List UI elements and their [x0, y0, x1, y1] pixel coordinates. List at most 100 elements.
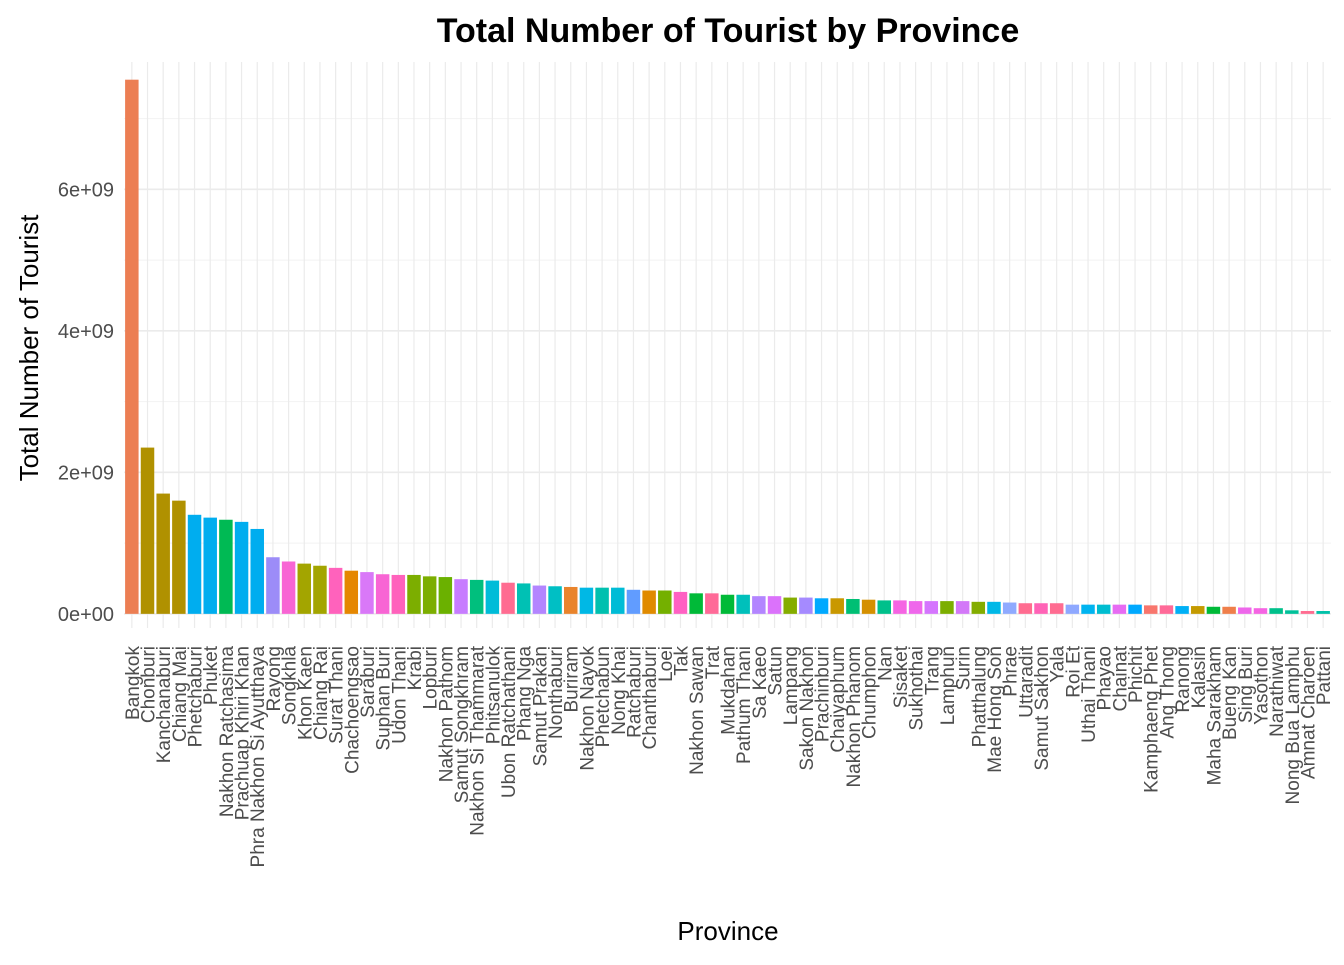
- bar: [814, 598, 829, 614]
- bar: [595, 587, 609, 614]
- x-axis-label: Province: [677, 916, 778, 946]
- bar: [1159, 605, 1174, 614]
- bar: [422, 576, 437, 614]
- bar: [1049, 603, 1064, 614]
- bar: [1191, 606, 1205, 614]
- x-tick-label: Phetchabun: [593, 646, 614, 747]
- bar: [626, 589, 641, 614]
- x-tick-label: Phrae: [1001, 646, 1022, 697]
- x-tick-label: Phayao: [1095, 646, 1116, 710]
- x-tick-label: Narathiwat: [1267, 645, 1288, 737]
- x-tick-label: Sing Buri: [1236, 646, 1257, 723]
- bar: [579, 587, 594, 614]
- x-tick-label: Tak: [671, 646, 692, 676]
- bar: [955, 601, 970, 614]
- bar: [940, 601, 954, 614]
- bar: [846, 598, 860, 614]
- bar: [516, 583, 531, 614]
- x-tick-label: Nakhon Pathom: [436, 646, 457, 782]
- x-tick-label: Phuket: [201, 645, 222, 705]
- x-tick-label: Yala: [1048, 646, 1069, 683]
- x-tick-label: Nakhon Sawan: [687, 646, 708, 775]
- x-tick-label: Bangkok: [123, 646, 144, 720]
- bar: [407, 574, 421, 614]
- x-tick-label: Chaiyaphum: [828, 646, 849, 753]
- x-tick-label: Nong Khai: [609, 646, 630, 735]
- bar: [971, 601, 986, 614]
- bar: [1300, 611, 1315, 614]
- bar: [767, 596, 782, 614]
- bar: [1253, 608, 1268, 614]
- x-tick-label: Roi Et: [1063, 645, 1084, 697]
- bar: [438, 577, 453, 614]
- bar: [1018, 603, 1033, 614]
- bar: [611, 587, 625, 614]
- bar: [140, 447, 155, 614]
- x-tick-label: Chiang Mai: [170, 646, 191, 742]
- x-tick-label: Kalasin: [1189, 646, 1210, 708]
- x-tick-label: Phichit: [1126, 645, 1147, 703]
- bar: [1112, 604, 1127, 614]
- x-tick-label: Sakon Nakhon: [797, 646, 818, 771]
- bar: [1034, 603, 1048, 614]
- bar: [830, 598, 844, 614]
- x-tick-label: Ranong: [1173, 646, 1194, 713]
- x-tick-label: Surin: [954, 646, 975, 690]
- x-tick-label: Uttaradit: [1016, 645, 1037, 718]
- y-tick-label: 0e+00: [58, 604, 114, 626]
- bar: [564, 586, 578, 614]
- bar: [391, 574, 406, 614]
- bar: [250, 528, 264, 614]
- bar: [297, 563, 312, 614]
- y-tick-label: 2e+09: [58, 462, 114, 484]
- x-tick-label: Chumphon: [860, 646, 881, 739]
- x-tick-label: Chachoengsao: [342, 646, 363, 774]
- bar: [1222, 606, 1236, 614]
- x-tick-label: Kamphaeng Phet: [1142, 645, 1163, 793]
- x-tick-label: Satun: [766, 646, 787, 696]
- bar: [360, 572, 374, 614]
- y-tick-label: 6e+09: [58, 179, 114, 201]
- grid-lines: [124, 62, 1331, 628]
- bar: [532, 585, 547, 614]
- bar: [1175, 606, 1189, 614]
- bar: [987, 601, 1001, 614]
- bar: [642, 590, 656, 614]
- y-tick-label: 4e+09: [58, 321, 114, 343]
- x-tick-label: Saraburi: [358, 646, 379, 718]
- bar: [125, 79, 139, 614]
- x-tick-label: Buriram: [562, 646, 583, 713]
- x-tick-label: Chanthaburi: [640, 646, 661, 750]
- bar: [752, 596, 766, 614]
- x-tick-label: Kanchanaburi: [154, 646, 175, 763]
- bar: [1065, 604, 1080, 614]
- bar: [234, 521, 249, 614]
- x-tick-label: Surat Thani: [327, 646, 348, 744]
- bar: [1206, 606, 1221, 614]
- bar: [548, 586, 562, 614]
- bar: [1128, 604, 1142, 614]
- x-tick-label: Phetchaburi: [186, 646, 207, 747]
- x-tick-label: Ubon Ratchathani: [499, 646, 520, 798]
- bar: [344, 570, 359, 614]
- bar: [1096, 604, 1111, 614]
- x-tick-label: Nonthaburi: [546, 646, 567, 739]
- bar: [203, 517, 217, 614]
- x-tick-label: Trang: [922, 646, 943, 695]
- x-tick-label: Nakhon Si Thammarat: [468, 645, 489, 835]
- bar: [689, 593, 703, 614]
- x-tick-label: Lampang: [781, 646, 802, 725]
- x-tick-label: Chiang Rai: [311, 646, 332, 740]
- bar: [893, 600, 907, 614]
- x-tick-label: Khon Kaen: [295, 646, 316, 740]
- chart-title: Total Number of Tourist by Province: [437, 12, 1019, 50]
- x-tick-label: Yasothon: [1251, 646, 1272, 725]
- bar: [172, 500, 186, 614]
- x-tick-label: Ratchaburi: [624, 646, 645, 738]
- bar: [469, 579, 484, 614]
- bar: [861, 599, 876, 614]
- x-tick-label: Lopburi: [421, 646, 442, 709]
- x-tick-label: Prachuap Khiri Khan: [233, 646, 254, 820]
- x-tick-label: Loei: [656, 646, 677, 682]
